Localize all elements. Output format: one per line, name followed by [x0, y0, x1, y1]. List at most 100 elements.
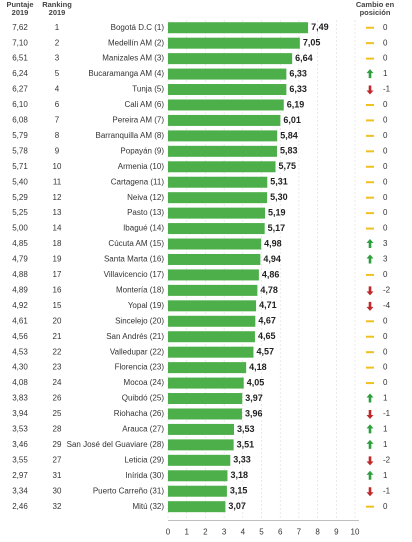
y-tick-label: Popayán (9) — [120, 146, 164, 155]
ranking: 10 — [53, 162, 62, 171]
cambio: 0 — [383, 502, 388, 511]
value-label: 6,33 — [289, 84, 307, 94]
bar — [168, 393, 243, 405]
arrow-up — [366, 393, 374, 403]
ranking: 7 — [55, 116, 60, 125]
puntaje: 4,56 — [12, 332, 28, 341]
bar — [168, 269, 259, 281]
ranking: 9 — [55, 146, 60, 155]
value-label: 6,33 — [289, 68, 307, 78]
y-tick-label: Medellín AM (2) — [108, 38, 164, 47]
y-tick-label: Bogotá D.C (1) — [111, 23, 165, 32]
bar — [168, 238, 262, 250]
value-label: 3,53 — [237, 424, 255, 434]
y-tick-label: Sincelejo (20) — [115, 316, 164, 325]
value-label: 3,07 — [228, 501, 246, 511]
ranking: 14 — [53, 224, 62, 233]
bar — [168, 114, 281, 126]
ranking: 24 — [53, 378, 62, 387]
puntaje: 3,94 — [12, 409, 28, 418]
cambio: 0 — [383, 347, 388, 356]
cambio: 0 — [383, 38, 388, 47]
puntaje: 2,46 — [12, 502, 28, 511]
dash — [366, 57, 374, 60]
column-header: Cambio en — [356, 0, 395, 9]
value-label: 5,17 — [268, 223, 286, 233]
puntaje: 4,30 — [12, 363, 28, 372]
puntaje: 4,53 — [12, 347, 28, 356]
y-tick-label: Pasto (13) — [127, 208, 164, 217]
puntaje: 4,88 — [12, 270, 28, 279]
dash — [366, 335, 374, 338]
puntaje: 2,97 — [12, 471, 28, 480]
dash — [366, 165, 374, 168]
y-tick-label: Cartagena (11) — [111, 177, 165, 186]
cambio: 3 — [383, 255, 388, 264]
cambio: 0 — [383, 378, 388, 387]
bar — [168, 315, 256, 327]
ranking: 30 — [53, 486, 62, 495]
ranking: 1 — [55, 23, 60, 32]
cambio: 1 — [383, 471, 388, 480]
arrow-up — [366, 239, 374, 249]
bar — [168, 161, 276, 173]
cambio: 0 — [383, 23, 388, 32]
y-tick-label: Leticia (29) — [124, 455, 164, 464]
bar — [168, 84, 287, 96]
cambio: -2 — [383, 285, 391, 294]
cambio: -1 — [383, 409, 391, 418]
y-tick-label: Ibagué (14) — [123, 224, 164, 233]
value-label: 5,75 — [279, 161, 297, 171]
value-label: 5,30 — [270, 192, 288, 202]
arrow-up — [366, 254, 374, 264]
cambio: 1 — [383, 394, 388, 403]
puntaje: 4,89 — [12, 285, 28, 294]
value-label: 4,94 — [263, 254, 281, 264]
bar — [168, 501, 226, 513]
puntaje: 4,61 — [12, 316, 28, 325]
dash — [366, 134, 374, 137]
y-tick-label: San José del Guaviare (28) — [67, 440, 165, 449]
dash — [366, 196, 374, 199]
cambio: 0 — [383, 177, 388, 186]
arrow-up — [366, 424, 374, 434]
value-label: 4,71 — [259, 300, 277, 310]
puntaje: 5,25 — [12, 208, 28, 217]
cambio: 0 — [383, 162, 388, 171]
bar — [168, 37, 300, 49]
y-tick-label: Armenia (10) — [118, 162, 165, 171]
y-tick-label: Mitú (32) — [132, 502, 164, 511]
column-header: posición — [360, 8, 391, 17]
ranking: 3 — [55, 54, 60, 63]
dash — [366, 119, 374, 122]
ranking: 18 — [53, 239, 62, 248]
puntaje: 3,34 — [12, 486, 28, 495]
x-tick-label: 10 — [351, 528, 360, 537]
puntaje: 5,40 — [12, 177, 28, 186]
puntaje: 5,78 — [12, 146, 28, 155]
y-tick-label: Arauca (27) — [122, 425, 164, 434]
arrow-up — [366, 69, 374, 79]
value-label: 6,01 — [283, 115, 301, 125]
ranking: 15 — [53, 301, 62, 310]
cambio: -2 — [383, 455, 391, 464]
bar — [168, 439, 234, 451]
arrow-down — [366, 409, 374, 419]
cambio: -1 — [383, 486, 391, 495]
bar — [168, 207, 266, 219]
x-tick-label: 5 — [259, 528, 264, 537]
cambio: 0 — [383, 131, 388, 140]
dash — [366, 42, 374, 45]
ranking: 26 — [53, 394, 62, 403]
ranking: 5 — [55, 69, 60, 78]
dash — [366, 505, 374, 508]
arrow-down — [366, 85, 374, 95]
value-label: 4,86 — [262, 269, 280, 279]
y-tick-label: Riohacha (26) — [114, 409, 165, 418]
ranking: 11 — [53, 177, 62, 186]
y-tick-label: Villavicencio (17) — [104, 270, 165, 279]
value-label: 4,57 — [256, 347, 274, 357]
arrow-up — [366, 470, 374, 480]
cambio: 1 — [383, 425, 388, 434]
value-label: 7,05 — [303, 38, 321, 48]
